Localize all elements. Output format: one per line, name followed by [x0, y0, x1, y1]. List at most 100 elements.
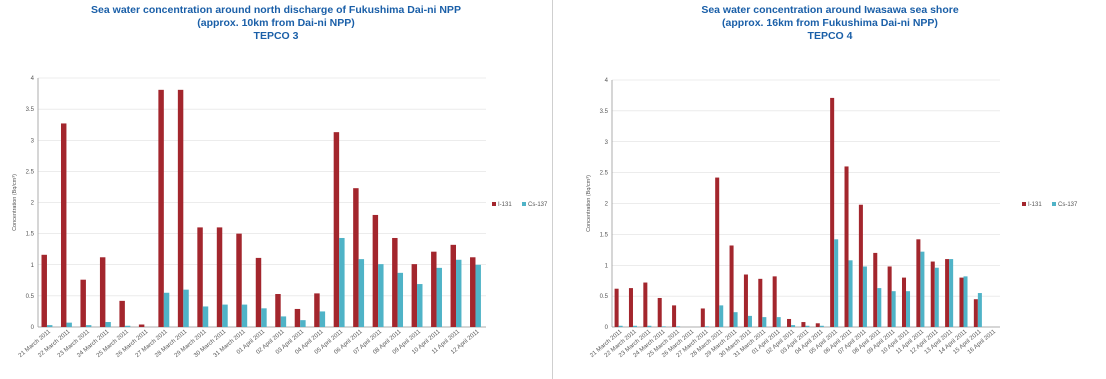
bar-cs137 [378, 264, 384, 327]
chart-title-left: Sea water concentration around north dis… [0, 4, 552, 43]
chart-subtitle-line: (approx. 16km from Fukushima Dai-ni NPP) [722, 17, 938, 29]
bar-i131 [901, 277, 907, 327]
bar-cs137 [46, 325, 53, 327]
bar-i131 [916, 239, 921, 327]
bar-cs137 [222, 304, 228, 327]
bar-i131 [787, 318, 792, 327]
legend-label-i131: I-131 [1028, 202, 1042, 208]
y-tick-label: 1 [605, 263, 609, 269]
bar-i131 [743, 274, 748, 327]
y-tick-label: 4 [605, 78, 609, 84]
bar-cs137 [163, 292, 170, 327]
bar-i131 [959, 277, 964, 327]
chart-subtitle-line: (approx. 10km from Dai-ni NPP) [197, 17, 355, 29]
bar-i131 [119, 300, 125, 327]
bar-i131 [80, 279, 86, 327]
chart-source-line: TEPCO 4 [807, 30, 853, 42]
y-tick-label: 0 [31, 325, 35, 331]
y-tick-label: 0.5 [26, 294, 35, 300]
bar-cs137 [339, 237, 345, 327]
bar-i131 [715, 177, 720, 327]
bar-i131 [294, 308, 301, 327]
y-tick-label: 3.5 [26, 107, 35, 113]
bar-cs137 [791, 325, 796, 327]
bar-cs137 [280, 316, 287, 327]
chart-title-line: Sea water concentration around Iwasawa s… [701, 4, 959, 16]
bar-i131 [815, 323, 820, 327]
bar-cs137 [105, 322, 111, 327]
y-axis-label: Concentration (Bq/cm³) [12, 174, 18, 231]
bar-i131 [392, 237, 398, 327]
bar-i131 [729, 245, 734, 327]
bar-cs137 [358, 259, 365, 327]
bar-i131 [333, 132, 340, 327]
bar-cs137 [704, 326, 709, 327]
bar-i131 [772, 276, 777, 327]
bar-cs137 [834, 239, 839, 327]
bar-i131 [858, 204, 863, 327]
bar-i131 [255, 257, 262, 327]
bar-i131 [614, 288, 619, 327]
bar-i131 [138, 324, 145, 327]
bar-i131 [945, 259, 950, 327]
bar-i131 [216, 227, 223, 327]
chart-title-right: Sea water concentration around Iwasawa s… [554, 4, 1106, 43]
bar-i131 [60, 123, 67, 327]
bar-i131 [197, 227, 203, 327]
bar-i131 [372, 214, 379, 327]
bar-i131 [158, 89, 164, 327]
legend-swatch-i131 [1022, 202, 1026, 206]
y-tick-label: 4 [31, 76, 35, 82]
bar-chart-left: 0 0.5 1 1.5 2 2.5 3 3.5 4 Concentration (Bq/cm³) 2… [12, 76, 548, 359]
bar-cs137 [934, 267, 939, 327]
bar-cs137 [456, 259, 462, 327]
bar-cs137 [261, 308, 267, 327]
bar-i131 [411, 264, 418, 327]
chart-source-line: TEPCO 3 [253, 30, 299, 42]
bar-cs137 [949, 259, 954, 327]
y-axis-label: Concentration (Bq/cm³) [586, 175, 592, 232]
bar-cs137 [891, 291, 896, 327]
bar-cs137 [862, 266, 867, 327]
bar-cs137 [776, 317, 781, 327]
bar-cs137 [661, 326, 666, 327]
bar-cs137 [719, 305, 724, 327]
bar-i131 [830, 97, 835, 327]
bar-i131 [758, 278, 763, 327]
bar-cs137 [618, 325, 623, 327]
x-tick-label: 21 March 2011 [18, 329, 53, 359]
bar-i131 [801, 322, 806, 327]
bar-cs137 [805, 325, 810, 327]
bar-cs137 [632, 325, 638, 327]
legend-label-cs137: Cs-137 [528, 202, 548, 208]
bar-i131 [177, 89, 184, 327]
bar-i131 [628, 288, 633, 327]
y-tick-label: 0 [605, 325, 609, 331]
bar-i131 [643, 282, 648, 327]
chart-panel-left: Sea water concentration around north dis… [0, 0, 553, 379]
bar-i131 [873, 252, 878, 327]
bar-i131 [844, 166, 849, 327]
bar-i131 [930, 261, 935, 327]
bar-i131 [236, 233, 242, 327]
bar-i131 [41, 254, 47, 327]
bar-i131 [672, 305, 677, 327]
bar-cs137 [66, 322, 72, 327]
bar-i131 [973, 299, 978, 327]
bar-cs137 [300, 320, 306, 327]
bar-i131 [450, 244, 457, 327]
y-tick-label: 2 [31, 201, 35, 207]
bar-cs137 [762, 317, 767, 327]
y-tick-label: 3 [31, 138, 35, 144]
bar-cs137 [202, 306, 209, 327]
bar-cs137 [475, 264, 481, 327]
bar-cs137 [85, 325, 92, 327]
bar-i131 [470, 257, 476, 327]
bar-i131 [431, 251, 437, 327]
chart-title-line: Sea water concentration around north dis… [91, 4, 461, 16]
legend-swatch-cs137 [522, 202, 526, 206]
bar-cs137 [733, 312, 738, 327]
bar-i131 [353, 188, 359, 327]
bar-i131 [99, 257, 106, 327]
